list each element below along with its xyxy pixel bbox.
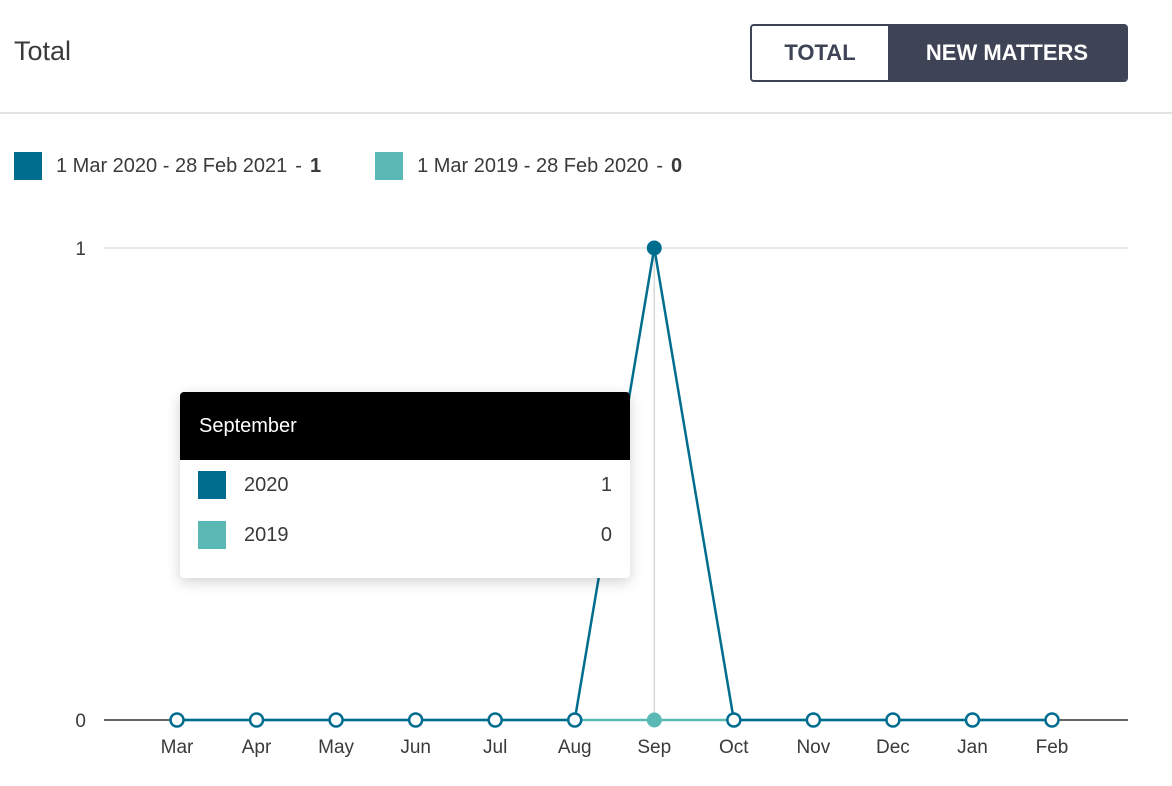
tooltip-label-2019: 2019: [244, 523, 289, 546]
tooltip-value-2019: 0: [600, 523, 612, 546]
chart-tooltip: September 2020 1 2019 0: [180, 392, 630, 578]
x-tick-label: Feb: [1036, 737, 1069, 758]
tooltip-title: September: [180, 392, 630, 460]
x-tick-label: Nov: [796, 737, 830, 758]
legend-item-previous[interactable]: 1 Mar 2019 - 28 Feb 2020 - 0: [375, 152, 682, 180]
data-point: [566, 712, 583, 728]
data-point: [328, 712, 344, 728]
data-point-highlight-previous: [646, 712, 662, 728]
data-point-highlight-current: [646, 240, 662, 256]
x-tick-label: Aug: [558, 737, 592, 758]
tooltip-label-2020: 2020: [244, 473, 289, 496]
x-tick-label: Jan: [957, 737, 988, 758]
y-tick-label: 0: [75, 711, 86, 732]
data-point: [964, 712, 981, 728]
header-bar: Total TOTAL NEW MATTERS: [0, 0, 1172, 114]
data-point: [407, 712, 424, 728]
tooltip-value-2020: 1: [600, 473, 612, 496]
data-point: [805, 712, 822, 728]
data-point: [487, 712, 503, 728]
legend-swatch-previous: [375, 152, 404, 180]
legend-total-current: 1: [309, 154, 322, 177]
x-tick-label: May: [318, 737, 354, 758]
legend-separator: -: [656, 154, 663, 177]
x-tick-label: Dec: [876, 737, 910, 758]
legend-total-previous: 0: [671, 154, 683, 177]
legend-label-current: 1 Mar 2020 - 28 Feb 2021: [56, 154, 288, 177]
data-point: [1044, 712, 1060, 728]
x-tick-label: Jun: [400, 737, 431, 758]
x-tick-label: Apr: [242, 737, 272, 758]
data-point: [169, 712, 185, 728]
legend-swatch-current: [14, 152, 42, 180]
legend-separator: -: [295, 154, 302, 177]
y-tick-label: 1: [75, 239, 86, 260]
data-point: [726, 712, 742, 728]
page-title: Total: [14, 36, 72, 66]
tooltip-swatch-2020: [198, 471, 226, 499]
legend-label-previous: 1 Mar 2019 - 28 Feb 2020: [417, 154, 649, 177]
x-tick-label: Jul: [483, 737, 507, 758]
total-button[interactable]: TOTAL: [752, 26, 888, 80]
chart-legend: 1 Mar 2020 - 28 Feb 2021 - 1 1 Mar 2019 …: [14, 152, 682, 180]
tooltip-row-2019: 2019 0: [180, 510, 630, 560]
tooltip-row-2020: 2020 1: [180, 460, 630, 510]
x-tick-label: Sep: [637, 737, 671, 758]
data-point: [248, 712, 265, 728]
x-tick-label: Oct: [719, 737, 749, 758]
new-matters-button[interactable]: NEW MATTERS: [888, 26, 1126, 80]
view-toggle: TOTAL NEW MATTERS: [750, 24, 1128, 82]
x-tick-label: Mar: [161, 737, 194, 758]
tooltip-swatch-2019: [198, 521, 226, 549]
data-point: [885, 712, 901, 728]
legend-item-current[interactable]: 1 Mar 2020 - 28 Feb 2021 - 1: [14, 152, 321, 180]
